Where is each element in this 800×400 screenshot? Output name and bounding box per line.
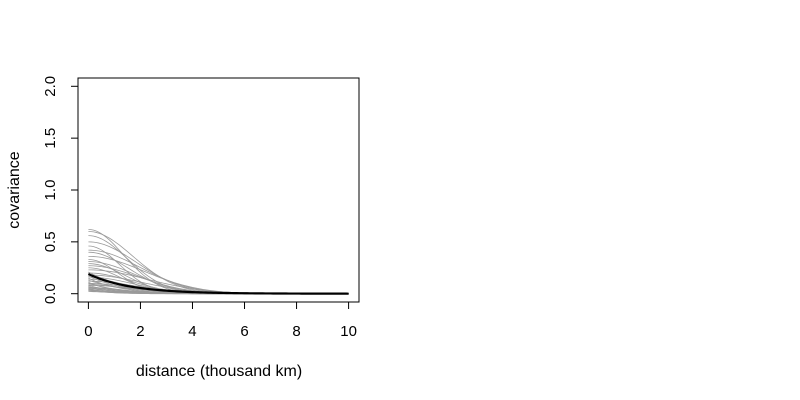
- y-tick-label: 2.0: [42, 76, 59, 97]
- x-tick-label: 4: [188, 323, 196, 340]
- y-tick-label: 1.5: [42, 128, 59, 149]
- sample-curve: [88, 229, 349, 295]
- y-axis: 0.0 0.5 1.0 1.5 2.0: [42, 76, 78, 304]
- mean-curve: [87, 272, 349, 295]
- mean-curve-group: [87, 272, 349, 295]
- x-tick-label: 8: [292, 323, 300, 340]
- x-tick-label: 10: [340, 323, 357, 340]
- x-axis: 0 2 4 6 8 10: [84, 302, 357, 340]
- x-tick-label: 0: [84, 323, 92, 340]
- y-tick-label: 1.0: [42, 180, 59, 201]
- curves-group: [88, 229, 349, 295]
- y-tick-label: 0.0: [42, 283, 59, 304]
- y-tick-label: 0.5: [42, 231, 59, 252]
- x-tick-label: 2: [136, 323, 144, 340]
- x-tick-label: 6: [240, 323, 248, 340]
- x-axis-label: distance (thousand km): [136, 363, 302, 380]
- y-axis-label: covariance: [6, 151, 23, 228]
